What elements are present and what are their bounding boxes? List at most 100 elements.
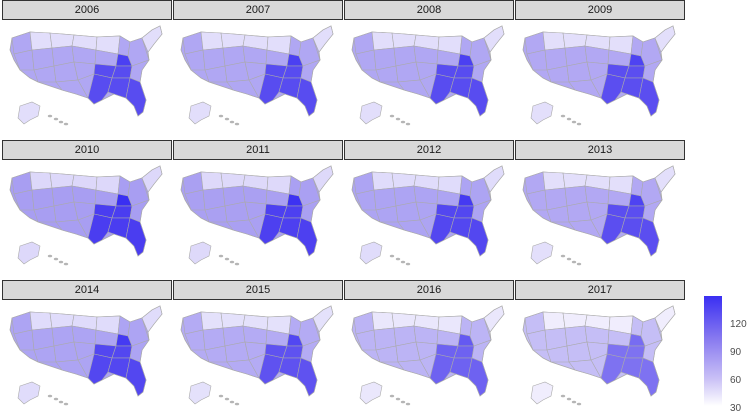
hawaii-island xyxy=(389,114,395,118)
state-region xyxy=(312,165,334,193)
state-region xyxy=(620,217,644,239)
hawaii-island xyxy=(400,400,406,404)
hawaii-island xyxy=(566,117,572,121)
panel-year-label: 2006 xyxy=(2,0,172,20)
legend-tick xyxy=(722,313,727,314)
map-panel-2014: 2014 xyxy=(2,280,172,414)
us-choropleth-map xyxy=(9,165,163,266)
state-region xyxy=(483,305,505,333)
state-region xyxy=(371,31,395,51)
hawaii-island xyxy=(224,397,230,401)
state-region xyxy=(55,219,89,239)
hawaii-island xyxy=(571,400,577,404)
state-region xyxy=(29,31,53,51)
state-region xyxy=(141,25,163,53)
alaska-shape xyxy=(17,241,41,265)
map-panel-2011: 2011 xyxy=(173,140,343,274)
hawaii-island xyxy=(560,254,566,258)
us-choropleth-map xyxy=(351,25,505,126)
panel-year-label: 2009 xyxy=(515,0,685,20)
map-panel-2013: 2013 xyxy=(515,140,685,274)
state-region xyxy=(642,339,663,363)
alaska-shape xyxy=(188,101,212,125)
state-region xyxy=(226,359,260,379)
state-region xyxy=(296,77,318,117)
hawaii-island xyxy=(229,260,235,264)
alaska-shape xyxy=(530,381,554,405)
state-region xyxy=(371,171,395,191)
state-region xyxy=(278,217,302,239)
state-region xyxy=(620,357,644,379)
legend-tick-label: 60 xyxy=(730,375,742,386)
state-region xyxy=(129,59,150,83)
state-region xyxy=(542,31,566,51)
state-region xyxy=(55,359,89,379)
hawaii-island xyxy=(400,120,406,124)
hawaii-island xyxy=(218,254,224,258)
us-choropleth-map xyxy=(522,25,676,126)
hawaii-island xyxy=(560,114,566,118)
hawaii-island xyxy=(400,260,406,264)
state-region xyxy=(449,77,473,99)
state-region xyxy=(542,171,566,191)
legend-tick-label: 90 xyxy=(730,347,742,358)
state-region xyxy=(220,312,246,329)
legend-tick-label: 120 xyxy=(730,319,747,330)
hawaii-island xyxy=(58,120,64,124)
us-choropleth-map xyxy=(9,25,163,126)
hawaii-island xyxy=(395,257,401,261)
map-panel-2015: 2015 xyxy=(173,280,343,414)
us-choropleth-map xyxy=(522,165,676,266)
hawaii-island xyxy=(389,254,395,258)
state-region xyxy=(220,32,246,49)
state-region xyxy=(371,311,395,331)
map-panel-2010: 2010 xyxy=(2,140,172,274)
alaska-shape xyxy=(359,241,383,265)
panel-year-label: 2008 xyxy=(344,0,514,20)
us-choropleth-map xyxy=(351,165,505,266)
state-region xyxy=(397,359,431,379)
hawaii-island xyxy=(405,122,411,126)
alaska-shape xyxy=(359,101,383,125)
hawaii-island xyxy=(218,394,224,398)
alaska-shape xyxy=(17,381,41,405)
map-panel-2006: 2006 xyxy=(2,0,172,134)
alaska-shape xyxy=(359,381,383,405)
state-region xyxy=(654,305,676,333)
map-panel-2007: 2007 xyxy=(173,0,343,134)
hawaii-island xyxy=(224,117,230,121)
state-region xyxy=(638,357,660,397)
hawaii-island xyxy=(229,400,235,404)
hawaii-island xyxy=(234,122,240,126)
state-region xyxy=(49,312,75,329)
state-region xyxy=(200,171,224,191)
hawaii-island xyxy=(58,260,64,264)
hawaii-island xyxy=(395,397,401,401)
state-region xyxy=(312,305,334,333)
state-region xyxy=(107,217,131,239)
state-region xyxy=(483,25,505,53)
us-choropleth-map xyxy=(351,305,505,406)
hawaii-island xyxy=(234,262,240,266)
state-region xyxy=(125,77,147,117)
state-region xyxy=(562,172,588,189)
state-region xyxy=(391,172,417,189)
state-region xyxy=(55,79,89,99)
state-region xyxy=(49,32,75,49)
legend-tick xyxy=(722,403,727,404)
state-region xyxy=(467,357,489,397)
state-region xyxy=(296,357,318,397)
state-region xyxy=(391,312,417,329)
hawaii-island xyxy=(47,114,53,118)
state-region xyxy=(200,31,224,51)
state-region xyxy=(397,219,431,239)
hawaii-island xyxy=(229,120,235,124)
state-region xyxy=(226,79,260,99)
hawaii-island xyxy=(234,402,240,406)
state-region xyxy=(300,339,321,363)
state-region xyxy=(467,77,489,117)
hawaii-island xyxy=(47,394,53,398)
hawaii-island xyxy=(405,402,411,406)
alaska-shape xyxy=(188,381,212,405)
map-panel-2008: 2008 xyxy=(344,0,514,134)
